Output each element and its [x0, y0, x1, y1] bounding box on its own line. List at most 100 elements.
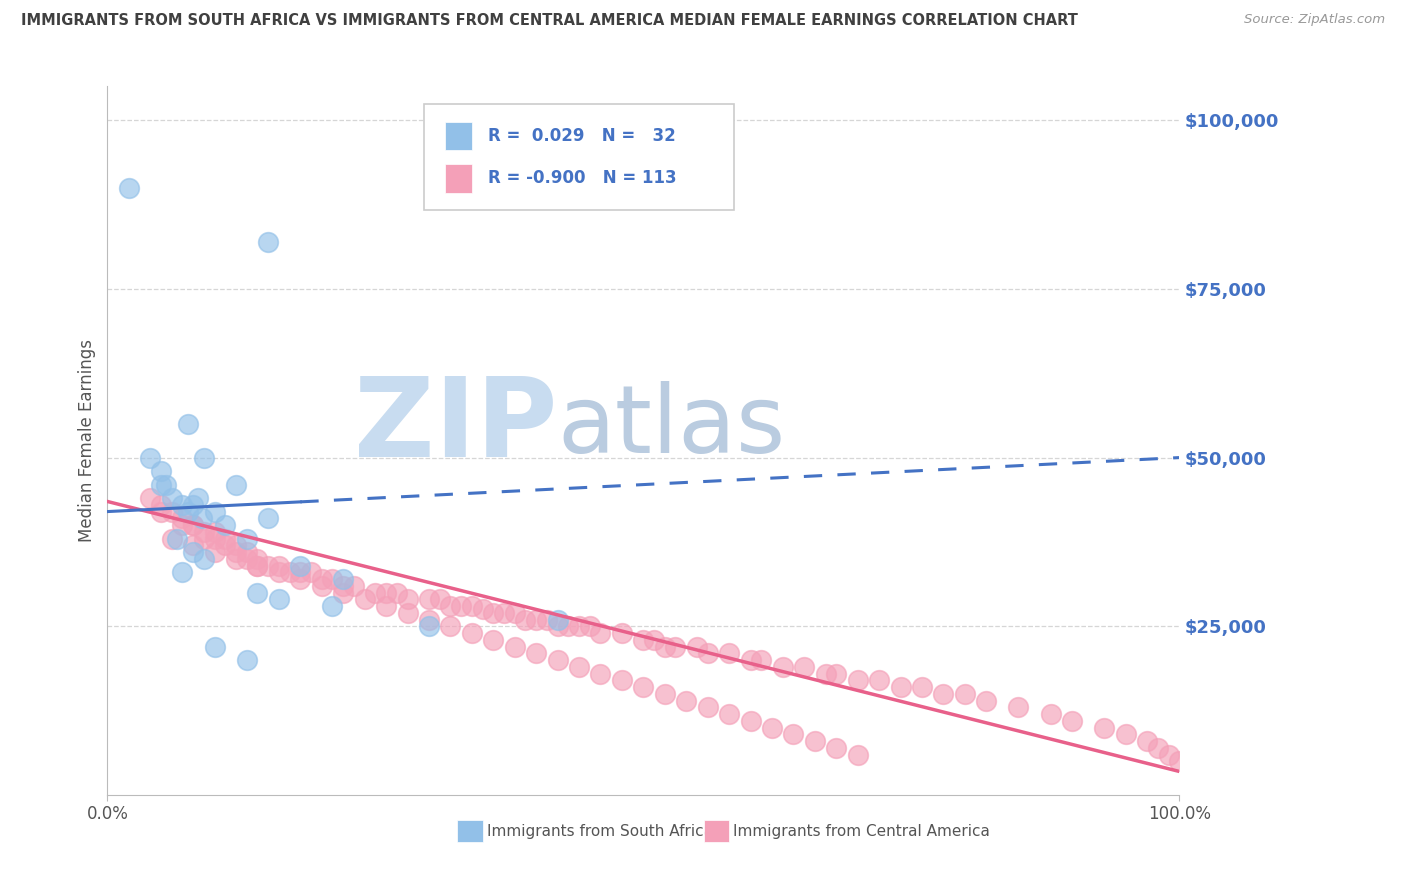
Point: [696, 646, 718, 660]
Text: R = -0.900   N = 113: R = -0.900 N = 113: [488, 169, 676, 187]
Point: [160, 491, 183, 505]
Point: [214, 532, 236, 546]
Point: [589, 626, 612, 640]
Point: [160, 532, 183, 546]
Point: [172, 518, 194, 533]
Point: [610, 626, 633, 640]
Point: [633, 680, 655, 694]
Point: [782, 727, 804, 741]
Text: Immigrants from Central America: Immigrants from Central America: [734, 824, 990, 839]
Point: [225, 538, 247, 552]
Point: [772, 660, 794, 674]
Point: [911, 680, 934, 694]
Point: [190, 511, 212, 525]
Point: [418, 592, 440, 607]
Point: [953, 687, 976, 701]
Point: [547, 653, 569, 667]
Point: [299, 566, 322, 580]
Point: [321, 572, 343, 586]
Point: [385, 585, 408, 599]
Point: [321, 599, 343, 613]
Point: [343, 579, 366, 593]
Point: [418, 619, 440, 633]
Point: [267, 558, 290, 573]
Point: [332, 579, 354, 593]
Point: [749, 653, 772, 667]
Point: [257, 511, 280, 525]
Point: [290, 572, 312, 586]
Point: [149, 498, 172, 512]
Point: [177, 417, 200, 431]
Y-axis label: Median Female Earnings: Median Female Earnings: [79, 339, 96, 542]
Point: [149, 464, 172, 478]
Point: [139, 450, 162, 465]
Text: IMMIGRANTS FROM SOUTH AFRICA VS IMMIGRANTS FROM CENTRAL AMERICA MEDIAN FEMALE EA: IMMIGRANTS FROM SOUTH AFRICA VS IMMIGRAN…: [21, 13, 1078, 29]
Point: [172, 511, 194, 525]
Point: [1062, 714, 1084, 728]
Point: [311, 579, 333, 593]
Point: [166, 532, 188, 546]
Point: [503, 606, 526, 620]
Point: [1136, 734, 1159, 748]
Point: [1039, 707, 1062, 722]
Point: [524, 613, 547, 627]
Text: R =  0.029   N =   32: R = 0.029 N = 32: [488, 127, 676, 145]
Point: [290, 558, 312, 573]
Point: [278, 566, 301, 580]
Point: [547, 613, 569, 627]
Point: [257, 558, 280, 573]
Point: [267, 592, 290, 607]
Point: [204, 545, 226, 559]
Point: [654, 687, 676, 701]
Point: [257, 235, 280, 249]
Point: [568, 619, 591, 633]
Point: [235, 545, 257, 559]
Point: [235, 532, 257, 546]
Point: [332, 572, 354, 586]
Point: [396, 606, 419, 620]
Point: [149, 505, 172, 519]
Point: [492, 606, 515, 620]
Point: [187, 491, 209, 505]
Point: [976, 693, 998, 707]
Point: [375, 599, 398, 613]
Point: [524, 646, 547, 660]
Text: atlas: atlas: [558, 381, 786, 473]
Point: [740, 714, 762, 728]
Point: [740, 653, 762, 667]
Text: Source: ZipAtlas.com: Source: ZipAtlas.com: [1244, 13, 1385, 27]
Point: [654, 640, 676, 654]
Point: [235, 653, 257, 667]
Point: [181, 518, 204, 533]
Point: [536, 613, 558, 627]
Point: [204, 524, 226, 539]
Point: [547, 619, 569, 633]
Point: [1115, 727, 1137, 741]
Point: [311, 572, 333, 586]
Point: [793, 660, 815, 674]
Point: [675, 693, 697, 707]
Point: [172, 498, 194, 512]
Point: [375, 585, 398, 599]
Point: [664, 640, 686, 654]
Point: [814, 666, 837, 681]
Point: [804, 734, 827, 748]
Point: [868, 673, 890, 688]
Point: [610, 673, 633, 688]
Point: [718, 707, 741, 722]
Point: [846, 747, 869, 762]
Point: [1092, 721, 1115, 735]
Point: [1157, 747, 1180, 762]
Point: [568, 660, 591, 674]
Point: [696, 700, 718, 714]
Point: [353, 592, 375, 607]
Point: [578, 619, 600, 633]
Point: [890, 680, 912, 694]
Point: [633, 632, 655, 647]
Point: [181, 545, 204, 559]
Point: [172, 566, 194, 580]
Point: [177, 505, 200, 519]
Point: [557, 619, 579, 633]
Point: [418, 613, 440, 627]
Point: [225, 545, 247, 559]
